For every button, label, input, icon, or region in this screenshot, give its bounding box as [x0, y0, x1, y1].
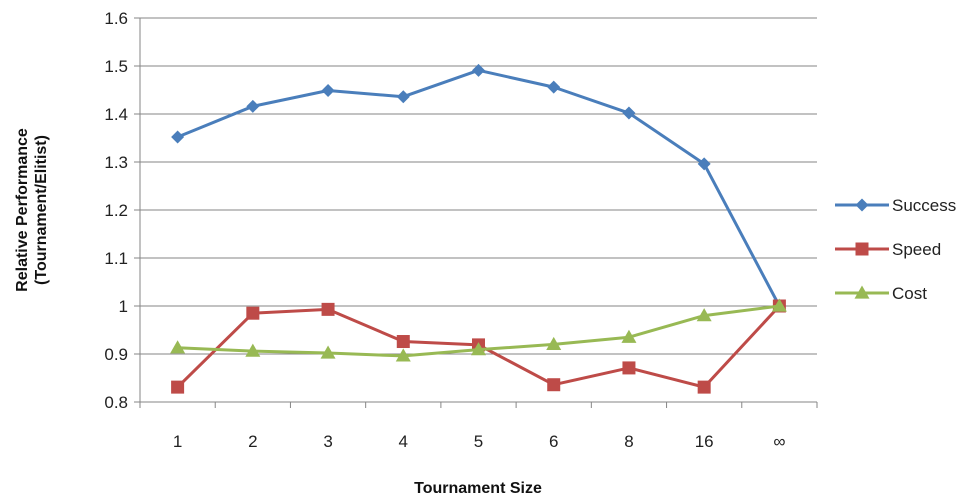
- y-axis-title-line-2: (Tournament/Elitist): [33, 135, 50, 285]
- x-axis-title: Tournament Size: [414, 480, 542, 497]
- x-tick-label: 1: [173, 432, 182, 451]
- data-point-cost: [696, 308, 712, 322]
- data-point-speed: [697, 380, 711, 394]
- legend: Success Speed Cost: [835, 196, 956, 303]
- data-point-speed: [547, 378, 561, 392]
- data-point-success: [697, 157, 711, 171]
- y-tick-label: 1.1: [104, 249, 128, 268]
- series-group: [170, 63, 787, 394]
- y-tick-label: 0.8: [104, 393, 128, 412]
- data-point-success: [321, 83, 335, 97]
- x-tick-label: 8: [624, 432, 633, 451]
- data-point-success: [472, 63, 485, 77]
- data-point-speed: [622, 361, 636, 375]
- data-point-cost: [395, 348, 411, 362]
- data-point-cost: [621, 329, 637, 343]
- legend-item-success: Success: [835, 196, 956, 215]
- series-line-success: [177, 68, 781, 307]
- axes: [139, 18, 817, 403]
- legend-marker-speed: [855, 242, 869, 256]
- y-tick-label: 1.6: [104, 9, 128, 28]
- x-tick-label: 6: [549, 432, 558, 451]
- data-point-success: [622, 106, 636, 120]
- x-tick-label: ∞: [773, 432, 785, 451]
- data-point-cost: [471, 342, 486, 356]
- legend-label-cost: Cost: [892, 284, 927, 303]
- y-tick-label: 1: [119, 297, 128, 316]
- legend-label-success: Success: [892, 196, 956, 215]
- data-point-cost: [245, 343, 261, 357]
- data-point-success: [396, 90, 410, 104]
- x-tick-label: 5: [474, 432, 483, 451]
- y-axis-title: Relative Performance (Tournament/Elitist…: [14, 128, 50, 292]
- y-tick-label: 0.9: [104, 345, 128, 364]
- data-point-cost: [771, 298, 787, 312]
- y-tick-label: 1.4: [104, 105, 128, 124]
- series-cost: [170, 298, 787, 362]
- y-tick-label: 1.5: [104, 57, 128, 76]
- data-point-success: [171, 130, 185, 144]
- data-point-speed: [246, 306, 260, 320]
- legend-marker-success: [855, 198, 869, 212]
- x-tick-label: 4: [399, 432, 408, 451]
- legend-label-speed: Speed: [892, 240, 941, 259]
- x-tick-label: 3: [323, 432, 332, 451]
- y-axis-title-line-1: Relative Performance: [14, 128, 31, 292]
- data-point-speed: [171, 380, 185, 394]
- series-success: [171, 63, 786, 313]
- data-point-success: [547, 80, 561, 94]
- data-point-cost: [170, 340, 186, 354]
- data-point-success: [246, 99, 260, 113]
- legend-marker-cost: [854, 285, 870, 299]
- data-point-cost: [320, 345, 336, 359]
- y-tick-label: 1.3: [104, 153, 128, 172]
- y-tick-label: 1.2: [104, 201, 128, 220]
- x-tick-labels: 1 2 3 4 5 6 8 16 ∞: [139, 402, 818, 451]
- data-point-speed: [321, 302, 335, 316]
- x-tick-label: 16: [695, 432, 714, 451]
- legend-item-speed: Speed: [835, 240, 941, 259]
- data-point-cost: [546, 336, 562, 351]
- legend-item-cost: Cost: [835, 284, 927, 303]
- data-point-speed: [396, 335, 410, 349]
- x-tick-label: 2: [248, 432, 257, 451]
- y-tick-labels: 0.8 0.9 1 1.1 1.2 1.3 1.4 1.5 1.6: [104, 9, 128, 412]
